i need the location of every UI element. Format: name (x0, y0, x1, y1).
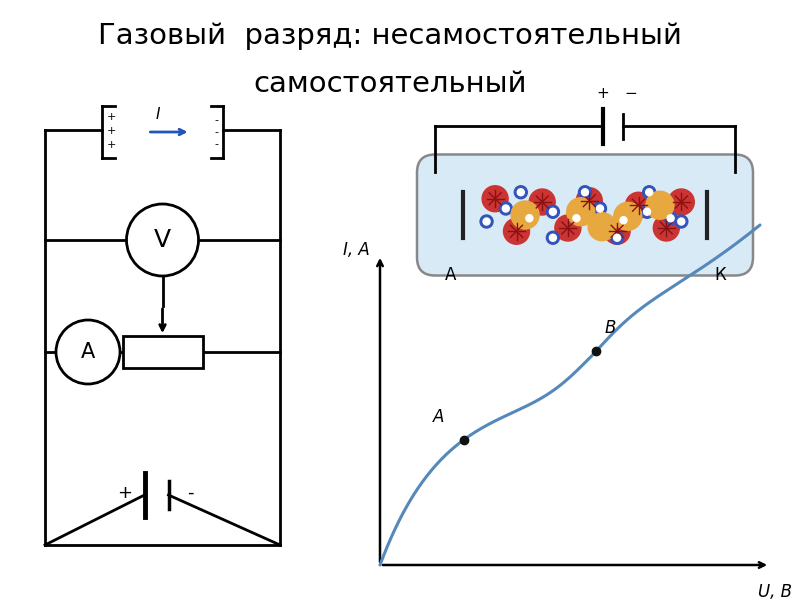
Circle shape (582, 189, 589, 196)
Text: самостоятельный: самостоятельный (254, 70, 526, 98)
Circle shape (576, 188, 602, 214)
Circle shape (503, 218, 530, 244)
FancyBboxPatch shape (417, 154, 753, 275)
Circle shape (643, 208, 650, 215)
Circle shape (480, 215, 493, 228)
Circle shape (529, 189, 555, 215)
Circle shape (126, 204, 198, 276)
Circle shape (550, 208, 557, 215)
Text: К: К (714, 265, 726, 283)
Text: +: + (106, 112, 116, 122)
Circle shape (502, 205, 510, 212)
Circle shape (617, 214, 630, 227)
Circle shape (518, 189, 524, 196)
Text: -: - (214, 139, 218, 149)
Circle shape (642, 186, 656, 199)
Circle shape (511, 201, 539, 229)
Circle shape (674, 215, 688, 228)
Text: +: + (117, 484, 132, 502)
Text: U, В: U, В (758, 583, 792, 600)
Circle shape (573, 215, 580, 222)
Text: I: I (155, 107, 160, 122)
Circle shape (483, 218, 490, 225)
Circle shape (610, 231, 623, 244)
Circle shape (667, 215, 674, 222)
Text: -: - (214, 127, 218, 137)
Circle shape (546, 205, 559, 218)
Circle shape (678, 218, 685, 225)
Circle shape (664, 212, 677, 225)
Circle shape (626, 192, 651, 218)
Text: B: B (604, 319, 616, 337)
Text: A: A (81, 342, 95, 362)
Text: A: A (432, 408, 444, 426)
Circle shape (604, 218, 630, 244)
Circle shape (514, 186, 527, 199)
Text: −: − (625, 85, 638, 100)
Circle shape (56, 320, 120, 384)
Circle shape (555, 215, 581, 241)
Circle shape (641, 205, 654, 218)
Text: +: + (106, 140, 116, 150)
Text: +: + (597, 85, 610, 100)
Circle shape (614, 202, 642, 230)
Circle shape (588, 212, 616, 241)
Circle shape (550, 234, 557, 241)
Circle shape (614, 234, 621, 241)
Circle shape (668, 189, 694, 215)
Text: V: V (154, 228, 171, 252)
Circle shape (646, 189, 653, 196)
Circle shape (499, 202, 512, 215)
Circle shape (570, 212, 583, 225)
Circle shape (523, 212, 536, 225)
Circle shape (654, 215, 679, 241)
Circle shape (620, 217, 627, 224)
Circle shape (566, 198, 594, 226)
Circle shape (526, 215, 533, 222)
Circle shape (482, 186, 508, 212)
Bar (122, 336, 202, 368)
Circle shape (646, 191, 674, 219)
Text: А: А (445, 265, 456, 283)
Circle shape (597, 205, 603, 212)
Text: +: + (106, 126, 116, 136)
Text: I, А: I, А (343, 241, 370, 259)
Circle shape (578, 186, 591, 199)
Text: -: - (214, 115, 218, 125)
Circle shape (594, 202, 606, 215)
Text: -: - (187, 484, 194, 502)
Text: Газовый  разряд: несамостоятельный: Газовый разряд: несамостоятельный (98, 22, 682, 50)
Circle shape (546, 231, 559, 244)
